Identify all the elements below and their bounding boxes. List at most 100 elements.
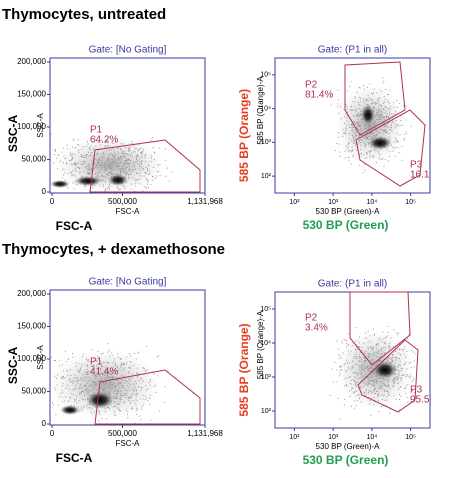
event-dot xyxy=(112,173,114,175)
event-dot xyxy=(92,187,94,189)
event-dot xyxy=(140,170,142,172)
event-dot xyxy=(136,157,137,159)
event-dot xyxy=(129,384,131,386)
event-dot xyxy=(67,370,68,372)
event-dot xyxy=(114,156,116,158)
event-dot xyxy=(336,143,338,144)
event-dot xyxy=(368,125,370,127)
event-dot xyxy=(112,369,113,371)
event-dot xyxy=(375,376,377,378)
x-tick-label: 1,131,968 xyxy=(187,197,223,206)
event-dot xyxy=(125,147,127,148)
event-dot xyxy=(121,153,123,155)
event-dot xyxy=(366,127,368,129)
event-dot xyxy=(376,343,378,345)
event-dot xyxy=(329,96,331,98)
event-dot xyxy=(363,142,365,144)
event-dot xyxy=(350,109,352,111)
event-dot xyxy=(93,374,95,376)
event-dot xyxy=(367,128,369,130)
event-dot xyxy=(117,353,118,355)
event-dot xyxy=(120,383,121,384)
event-dot xyxy=(130,396,132,398)
event-dot xyxy=(96,389,98,391)
event-dot xyxy=(89,406,91,408)
event-dot xyxy=(363,100,365,102)
event-dot xyxy=(382,130,384,131)
event-dot xyxy=(142,150,144,152)
event-dot xyxy=(387,357,389,359)
event-dot xyxy=(394,123,396,125)
event-dot xyxy=(98,375,100,377)
event-dot xyxy=(88,166,90,168)
event-dot xyxy=(374,149,376,151)
event-dot xyxy=(136,179,137,181)
event-dot xyxy=(369,335,371,337)
event-dot xyxy=(379,357,380,359)
event-dot xyxy=(91,349,93,351)
event-dot xyxy=(129,381,131,382)
event-dot xyxy=(110,378,112,380)
event-dot xyxy=(118,409,120,411)
event-dot xyxy=(126,159,128,161)
event-dot xyxy=(378,150,380,152)
event-dot xyxy=(390,337,392,339)
event-dot xyxy=(101,162,103,164)
event-dot xyxy=(337,103,339,105)
event-dot xyxy=(108,371,110,373)
event-dot xyxy=(351,361,353,363)
event-dot xyxy=(137,159,139,161)
event-dot xyxy=(342,135,344,137)
event-dot xyxy=(393,378,395,380)
event-dot xyxy=(382,347,384,349)
event-dot xyxy=(390,125,392,126)
event-dot xyxy=(371,93,372,94)
event-dot xyxy=(86,359,87,360)
event-dot xyxy=(359,100,361,102)
event-dot xyxy=(124,394,126,395)
event-dot xyxy=(368,390,370,392)
event-dot xyxy=(120,143,122,145)
event-dot xyxy=(115,362,116,364)
event-dot xyxy=(373,328,374,330)
event-dot xyxy=(386,132,388,134)
event-dot xyxy=(375,103,377,105)
event-dot xyxy=(347,143,349,145)
event-dot xyxy=(370,367,372,368)
event-dot xyxy=(98,161,99,163)
event-dot xyxy=(113,369,114,371)
event-dot xyxy=(120,168,122,170)
event-dot xyxy=(386,130,388,132)
event-dot xyxy=(82,378,84,380)
event-dot xyxy=(96,154,98,156)
event-dot xyxy=(112,406,114,408)
event-dot xyxy=(110,154,112,156)
event-dot xyxy=(136,407,137,409)
event-dot xyxy=(155,391,157,393)
event-dot xyxy=(138,144,140,146)
event-dot xyxy=(349,376,351,378)
event-dot xyxy=(367,100,369,102)
event-dot xyxy=(398,332,400,334)
event-dot xyxy=(86,167,88,169)
event-dot xyxy=(114,397,116,398)
event-dot xyxy=(351,124,353,126)
event-dot xyxy=(359,354,361,355)
event-dot xyxy=(392,355,394,356)
event-dot xyxy=(92,357,94,359)
event-dot xyxy=(123,156,125,158)
event-dot xyxy=(363,102,365,104)
event-dot xyxy=(108,392,110,393)
event-dot xyxy=(91,372,93,374)
event-dot xyxy=(371,347,373,349)
event-dot xyxy=(121,395,123,396)
event-dot xyxy=(349,132,351,134)
event-dot xyxy=(373,107,375,108)
event-dot xyxy=(84,163,86,164)
event-dot xyxy=(355,340,357,342)
event-dot xyxy=(79,171,81,173)
event-dot xyxy=(87,391,89,393)
event-dot xyxy=(115,385,117,387)
event-dot xyxy=(383,117,385,119)
event-dot xyxy=(336,369,338,371)
